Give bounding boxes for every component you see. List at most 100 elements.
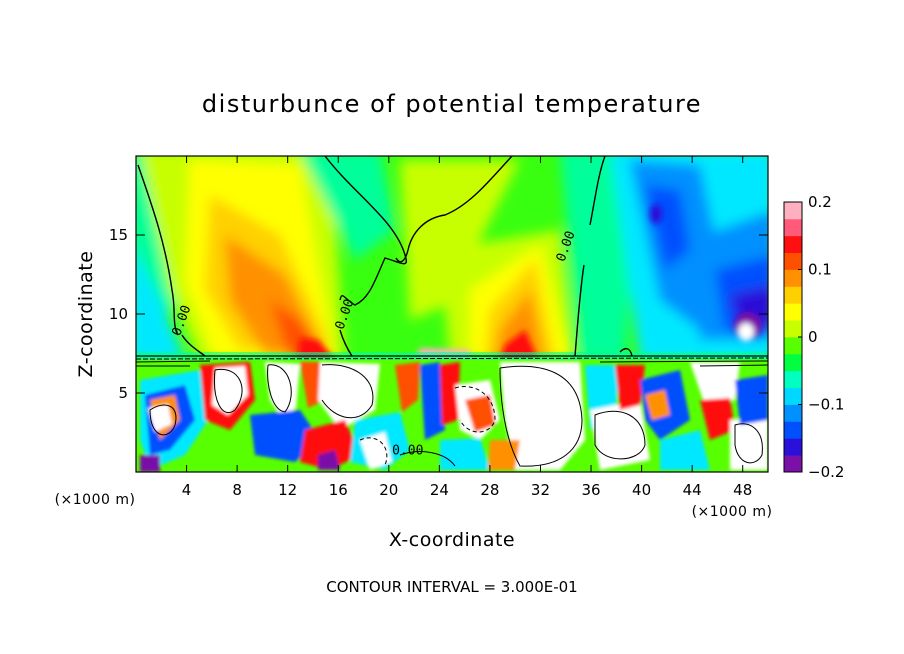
contour-line	[149, 404, 177, 436]
contour-line	[395, 156, 513, 263]
x-tick-label: 44	[683, 481, 702, 499]
x-tick-label: 20	[379, 481, 398, 499]
field-blob	[440, 362, 460, 425]
contour-line	[399, 451, 456, 467]
field-blob	[140, 455, 160, 472]
x-axis-label: X-coordinate	[389, 529, 515, 551]
chart-title: disturbunce of potential temperature	[202, 90, 702, 118]
colorbar-swatch	[784, 438, 802, 456]
contour-line	[619, 347, 633, 357]
colorbar-swatch	[784, 218, 802, 237]
plot-area	[136, 156, 768, 472]
y-axis: 5 10 15	[109, 226, 768, 402]
field-blob	[495, 290, 545, 360]
colorbar-tick-label: 0.1	[808, 261, 832, 279]
field-blob	[488, 440, 520, 470]
field-blob	[650, 204, 662, 224]
lower-field	[136, 358, 768, 472]
contour-interval-note: CONTOUR INTERVAL = 3.000E-01	[326, 578, 577, 596]
field-blob	[400, 160, 520, 320]
field-blob	[735, 375, 768, 425]
colorbar-swatch	[784, 252, 802, 270]
x-tick-label: 32	[531, 481, 550, 499]
colorbar-ticks: 0.2 0.1 0 −0.1 −0.2	[798, 193, 844, 481]
colorbar: 0.2 0.1 0 −0.1 −0.2	[783, 193, 844, 481]
colorbar-swatch	[784, 370, 802, 389]
field-blob	[590, 400, 650, 470]
colorbar-tick-label: 0	[808, 328, 818, 346]
inversion-line	[136, 364, 768, 367]
y-axis-label: Z-coordinate	[75, 251, 97, 378]
lower-field-blobs	[140, 362, 768, 472]
inversion-layer	[136, 352, 768, 367]
x-tick-label: 12	[278, 481, 297, 499]
inversion-line	[136, 357, 768, 360]
contour-line	[324, 156, 407, 306]
colorbar-swatch	[784, 455, 802, 473]
field-blob	[500, 362, 585, 470]
x-tick-label: 4	[182, 481, 192, 499]
contour-line	[574, 264, 585, 357]
x-axis-unit: (×1000 m)	[692, 504, 773, 520]
z-axis-unit: (×1000 m)	[55, 492, 136, 508]
colorbar-swatch	[784, 303, 802, 321]
x-tick-label: 28	[480, 481, 499, 499]
field-blob	[136, 252, 185, 360]
x-tick-label: 40	[632, 481, 651, 499]
x-tick-label: 16	[329, 481, 348, 499]
contour-line	[321, 364, 374, 419]
contour-line	[181, 334, 206, 357]
field-blob	[465, 395, 495, 432]
contour-line	[499, 365, 583, 467]
inversion-line	[136, 360, 768, 363]
contour-line	[267, 364, 292, 413]
contour-line	[359, 437, 388, 466]
x-tick-label: 24	[430, 481, 449, 499]
colorbar-tick-label: −0.1	[808, 396, 844, 414]
contour-line	[594, 410, 646, 460]
colorbar-tick-label: −0.2	[808, 463, 844, 481]
x-tick-label: 8	[232, 481, 242, 499]
field-blob	[730, 415, 768, 470]
contour-line	[137, 164, 179, 336]
upper-field	[136, 156, 768, 360]
field-blob	[318, 450, 340, 470]
colorbar-swatch	[784, 202, 802, 220]
y-tick-label: 10	[109, 305, 128, 323]
y-tick-label: 5	[118, 384, 128, 402]
contour-line	[213, 368, 243, 413]
field-blob	[738, 323, 754, 341]
field-blob	[660, 430, 710, 470]
y-tick-label: 15	[109, 226, 128, 244]
field-blob	[645, 390, 670, 420]
x-tick-label: 36	[581, 481, 600, 499]
field-blob	[148, 404, 172, 432]
colorbar-swatch	[784, 404, 802, 422]
field-blob	[265, 362, 300, 418]
contour-line	[339, 329, 353, 357]
contour-line	[589, 156, 606, 226]
contour-label: 0.00	[392, 444, 423, 459]
colorbar-swatches	[784, 202, 802, 473]
field-blob	[440, 438, 490, 470]
colorbar-swatch	[784, 320, 802, 338]
field-blob	[360, 432, 392, 470]
field-blob	[690, 362, 740, 405]
colorbar-swatch	[784, 387, 802, 405]
colorbar-swatch	[784, 337, 802, 355]
colorbar-tick-label: 0.2	[808, 193, 832, 211]
field-blob	[420, 362, 445, 440]
field-blob	[615, 365, 645, 410]
field-blob	[700, 398, 735, 440]
contour-line	[454, 386, 496, 433]
field-blob	[303, 156, 395, 260]
colorbar-swatch	[784, 286, 802, 304]
lower-contours	[149, 364, 763, 467]
upper-contours	[137, 156, 633, 357]
field-blob	[395, 362, 420, 412]
x-axis: 4 8 12 16 20 24 28 32 36 40 44 48	[182, 156, 752, 499]
colorbar-swatch	[784, 421, 802, 439]
colorbar-swatch	[784, 269, 802, 287]
contour-line	[734, 423, 763, 464]
